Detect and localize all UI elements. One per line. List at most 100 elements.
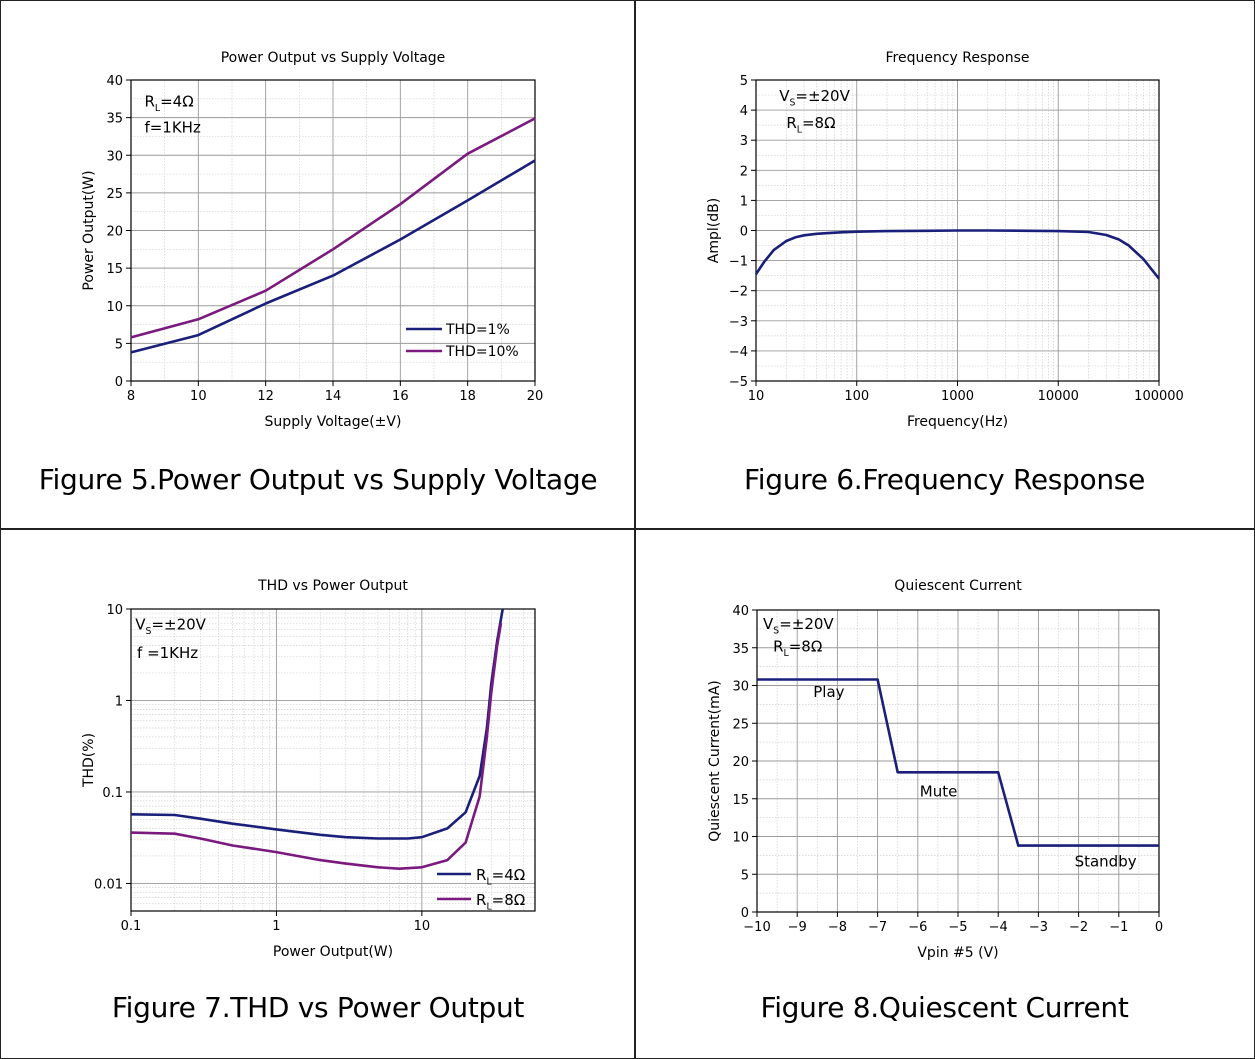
x-tick-label: 14 (325, 389, 342, 404)
figure-6-caption: Figure 6.Frequency Response (743, 463, 1146, 496)
y-axis-label: THD(%) (81, 733, 97, 788)
quiescent-current-chart: −10 −9 −8 −7 −6 −5 −4 −3 −2 −1 00510152025303540Qu… (707, 578, 1163, 961)
y-axis-label: Power Output(W) (81, 170, 97, 290)
plot-frame (130, 608, 536, 912)
chart-title: Quiescent Current (894, 578, 1022, 594)
x-tick-label: 1 (272, 919, 280, 934)
x-tick-label: −9 (788, 920, 807, 935)
y-tick-label: 5 (740, 74, 748, 89)
series-line-1 (757, 678, 1159, 847)
y-tick-label: 35 (732, 642, 749, 657)
y-axis-label: Quiescent Current(mA) (707, 680, 723, 842)
chart-annotation: f=1KHz (144, 119, 201, 137)
chart-annotation: VS=±20V (135, 615, 206, 637)
y-tick-label: 30 (106, 149, 123, 164)
y-tick-label: 0 (115, 375, 123, 390)
y-tick-label: 2 (740, 164, 748, 179)
figure-7-panel: 0.1 1 10 0.01 0.1 1 10 THD vs Power Output Power… (0, 528, 636, 1059)
chart-title: THD vs Power Output (257, 578, 408, 594)
legend-label: RL=4Ω (476, 866, 525, 888)
y-tick-label: 25 (106, 187, 123, 202)
chart-annotation: VS=±20V (763, 615, 834, 637)
y-tick-label: 0 (740, 225, 748, 240)
y-tick-label: 25 (732, 717, 749, 732)
chart-annotation: RL=8Ω (773, 638, 822, 660)
y-axis-label: Ampl(dB) (706, 198, 722, 263)
legend-label: RL=8Ω (476, 891, 525, 913)
x-tick-label: −4 (989, 920, 1008, 935)
chart-title: Frequency Response (885, 50, 1029, 66)
chart-title: Power Output vs Supply Voltage (221, 50, 446, 66)
y-tick-label: 0.01 (94, 877, 123, 892)
y-tick-label: 1 (115, 694, 123, 709)
plot-frame (130, 79, 536, 382)
y-tick-label: 40 (732, 604, 749, 619)
y-tick-label: 5 (741, 868, 749, 883)
y-tick-label: 3 (740, 134, 748, 149)
y-tick-label: −5 (729, 375, 748, 390)
x-axis-label: Vpin #5 (V) (917, 945, 998, 961)
y-tick-label: 15 (732, 793, 749, 808)
chart-annotation: RL=8Ω (786, 114, 835, 136)
frequency-response-chart: 10 100 1000 10000 100000 −5 −4 −3 −2 −1 0 1 2 3 4 5 Freq… (706, 50, 1184, 430)
figure-6-panel: 10 100 1000 10000 100000 −5 −4 −3 −2 −1 0 1 2 3 4 5 Freq… (634, 0, 1255, 530)
x-tick-label: −7 (868, 920, 887, 935)
y-tick-label: 5 (115, 337, 123, 352)
figure-5-panel: 8 10 12 14 16 18 20 0 5 10 15 20 25 30 35 40 Power Outpu… (0, 0, 636, 530)
chart-annotation: f =1KHz (137, 644, 198, 662)
y-tick-label: 15 (106, 262, 123, 277)
y-tick-label: 0 (741, 906, 749, 921)
legend-label: THD=10% (445, 344, 519, 360)
y-tick-label: −4 (729, 345, 748, 360)
figure-5-caption: Figure 5.Power Output vs Supply Voltage (38, 463, 598, 496)
x-tick-label: 1000 (941, 389, 974, 404)
x-axis-label: Supply Voltage(±V) (265, 414, 402, 430)
chart-annotation: Mute (920, 782, 958, 800)
x-tick-label: −5 (948, 920, 967, 935)
y-tick-label: −2 (729, 285, 748, 300)
series-line-1 (130, 159, 536, 354)
x-tick-label: 0 (1155, 920, 1163, 935)
x-tick-label: 16 (392, 389, 409, 404)
x-tick-label: −2 (1069, 920, 1088, 935)
chart-annotation: Standby (1075, 853, 1137, 871)
y-tick-label: 20 (106, 225, 123, 240)
y-tick-label: 30 (732, 680, 749, 695)
x-tick-label: −6 (908, 920, 927, 935)
figure-8-caption: Figure 8.Quiescent Current (760, 991, 1129, 1024)
x-tick-label: 100 (844, 389, 869, 404)
y-tick-label: 35 (106, 112, 123, 127)
y-tick-label: 4 (740, 104, 748, 119)
x-tick-label: 0.1 (121, 919, 142, 934)
x-tick-label: −3 (1029, 920, 1048, 935)
x-tick-label: 8 (127, 389, 135, 404)
x-tick-label: 10 (190, 389, 207, 404)
series-line-2 (130, 117, 536, 339)
legend-label: THD=1% (445, 322, 510, 338)
x-tick-label: −10 (743, 920, 770, 935)
y-tick-label: 0.1 (102, 786, 123, 801)
y-tick-label: −1 (729, 255, 748, 270)
y-tick-label: −3 (729, 315, 748, 330)
thd-vs-power-chart: 0.1 1 10 0.01 0.1 1 10 THD vs Power Output Power… (81, 578, 536, 960)
x-tick-label: 10000 (1038, 389, 1079, 404)
chart-annotation: RL=4Ω (144, 92, 193, 114)
x-tick-label: 10 (748, 389, 765, 404)
x-tick-label: −1 (1109, 920, 1128, 935)
y-tick-label: 20 (732, 755, 749, 770)
x-tick-label: 10 (414, 919, 431, 934)
x-axis-label: Power Output(W) (273, 944, 393, 960)
plot-frame (755, 79, 1160, 382)
x-tick-label: 100000 (1134, 389, 1184, 404)
x-tick-label: −8 (828, 920, 847, 935)
series-line-1 (754, 229, 1161, 280)
figure-8-panel: −10 −9 −8 −7 −6 −5 −4 −3 −2 −1 0 0 5 10 15 20 25 30 35 40 Qu… (634, 528, 1255, 1059)
chart-annotation: VS=±20V (779, 87, 850, 109)
figure-7-caption: Figure 7.THD vs Power Output (111, 991, 525, 1024)
series-line-2 (130, 622, 503, 871)
y-tick-label: 10 (106, 300, 123, 315)
y-tick-label: 40 (106, 74, 123, 89)
chart-annotation: Play (813, 683, 844, 701)
power-vs-voltage-chart: 8 10 12 14 16 18 20 0 5 10 15 20 25 30 35 40 Power Outpu… (81, 50, 543, 430)
y-tick-label: 10 (732, 831, 749, 846)
